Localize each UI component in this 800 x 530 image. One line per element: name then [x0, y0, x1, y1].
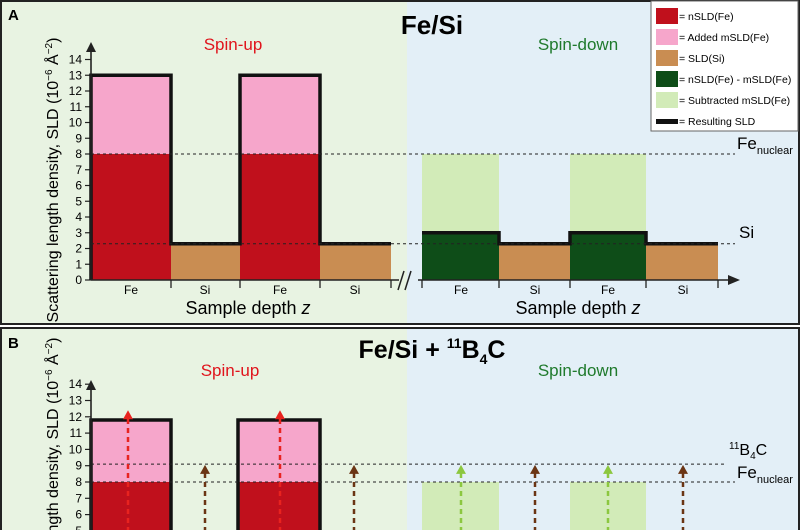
resulting-sld-line — [89, 73, 391, 280]
panel-b-label: B — [8, 335, 19, 352]
sld-si-bar — [646, 243, 718, 280]
resulting-sld-line — [422, 231, 718, 246]
panel-b: B Fe/Si + 11B4C Spin-up Spin-down ength … — [0, 327, 800, 530]
panel-a-spinup-label: Spin-up — [204, 35, 263, 54]
y-tick-label: 7 — [75, 163, 82, 177]
b4c-annotation: 11B4C — [729, 441, 767, 462]
axis-break-icon — [397, 270, 412, 291]
y-tick-label: 13 — [69, 68, 83, 82]
y-tick-label: 8 — [75, 147, 82, 161]
panel-b-y-ticks: 5 6 7 8 9 10 11 12 13 14 — [69, 377, 91, 530]
panel-a-bars — [89, 73, 735, 280]
panel-b-y-axis-title: ength density, SLD (10−6 Å−2) — [43, 338, 62, 530]
y-tick-label: 1 — [75, 257, 82, 271]
nsld-fe-bar — [91, 154, 171, 280]
y-tick-label: 4 — [75, 210, 82, 224]
added-msld-fe-bar — [240, 75, 320, 154]
y-tick-label: 14 — [69, 377, 83, 391]
y-tick-label: 11 — [70, 100, 83, 114]
layer-label: Fe — [601, 283, 615, 297]
b4c-arrow-head — [678, 464, 688, 474]
added-msld-fe-bar — [91, 420, 171, 482]
legend-label: = nSLD(Fe) - mSLD(Fe) — [679, 74, 791, 86]
legend-swatch — [656, 50, 678, 66]
subtracted-msld-fe-bar — [570, 154, 646, 233]
y-tick-label: 12 — [69, 410, 83, 424]
y-tick-label: 14 — [69, 53, 83, 67]
layer-label: Fe — [454, 283, 468, 297]
si-annotation-a: Si — [739, 223, 754, 242]
b4c-arrow-head — [200, 464, 210, 474]
legend-label: = Subtracted mSLD(Fe) — [679, 95, 790, 107]
legend-label: = nSLD(Fe) — [679, 11, 734, 23]
panel-a-label: A — [8, 7, 19, 24]
nsld-fe-bar — [91, 482, 171, 530]
y-tick-label: 10 — [69, 442, 83, 456]
legend-label: = SLD(Si) — [679, 53, 725, 65]
fe-nuclear-annotation-a: Fenuclear — [737, 134, 793, 157]
layer-label: Fe — [273, 283, 287, 297]
panel-a-title: Fe/Si — [401, 10, 463, 40]
panel-a-x-axis-title-left: Sample depth z — [185, 298, 310, 318]
sld-si-bar — [499, 243, 570, 280]
legend-swatch — [656, 8, 678, 24]
legend-swatch — [656, 119, 678, 124]
spin-up-arrow-head — [275, 410, 285, 420]
legend-swatch — [656, 71, 678, 87]
panel-b-bars — [89, 410, 735, 530]
y-tick-label: 7 — [75, 491, 82, 505]
layer-label: Si — [678, 283, 689, 297]
layer-label: Fe — [124, 283, 138, 297]
y-tick-label: 13 — [69, 394, 83, 408]
layer-label: Si — [350, 283, 361, 297]
y-tick-label: 9 — [75, 131, 82, 145]
subtracted-msld-fe-bar — [422, 154, 499, 233]
legend-swatch — [656, 92, 678, 108]
sld-si-bar — [171, 243, 240, 280]
panel-a-layer-labels: Fe Si Fe Si Fe Si Fe Si — [124, 283, 688, 297]
legend-label: = Resulting SLD — [679, 116, 756, 128]
nsld-minus-msld-fe-bar — [422, 232, 499, 280]
panel-a-x-arrowhead — [728, 275, 740, 285]
y-tick-label: 0 — [75, 273, 82, 287]
legend-label: = Added mSLD(Fe) — [679, 32, 769, 44]
y-tick-label: 5 — [75, 524, 82, 530]
y-tick-label: 9 — [75, 459, 82, 473]
nsld-fe-bar — [240, 154, 320, 280]
y-tick-label: 3 — [75, 226, 82, 240]
panel-b-spinup-label: Spin-up — [201, 361, 260, 380]
legend-swatch — [656, 29, 678, 45]
panel-b-spindown-label: Spin-down — [538, 361, 618, 380]
added-msld-fe-bar — [91, 75, 171, 154]
panel-b-title: Fe/Si + 11B4C — [359, 335, 506, 367]
spin-down-arrow-head — [603, 464, 613, 474]
y-tick-label: 10 — [69, 116, 83, 130]
panel-a-y-arrowhead — [86, 42, 96, 52]
panel-a-x-axis-title-right: Sample depth z — [515, 298, 640, 318]
y-tick-label: 6 — [75, 179, 82, 193]
y-tick-label: 8 — [75, 475, 82, 489]
panel-a-spindown-label: Spin-down — [538, 35, 618, 54]
legend: = nSLD(Fe) = Added mSLD(Fe) = SLD(Si) = nSL… — [650, 0, 799, 132]
panel-a-y-axis-title: Scattering length density, SLD (10−6 Å−2… — [43, 38, 62, 323]
nsld-minus-msld-fe-bar — [570, 232, 646, 280]
panel-b-spinup-bg — [2, 329, 407, 530]
sld-si-bar — [320, 243, 391, 280]
spin-up-arrow-head — [123, 410, 133, 420]
y-tick-label: 5 — [75, 194, 82, 208]
panel-b-y-arrowhead — [86, 380, 96, 390]
y-tick-label: 2 — [75, 242, 82, 256]
panel-a-x-ticks — [170, 280, 719, 288]
b4c-arrow-head — [349, 464, 359, 474]
y-tick-label: 12 — [69, 84, 83, 98]
spin-down-arrow-head — [456, 464, 466, 474]
layer-label: Si — [200, 283, 211, 297]
b4c-arrow-head — [530, 464, 540, 474]
y-tick-label: 11 — [70, 426, 83, 440]
fe-nuclear-annotation-b: Fenuclear — [737, 463, 793, 486]
layer-label: Si — [530, 283, 541, 297]
y-tick-label: 6 — [75, 508, 82, 522]
